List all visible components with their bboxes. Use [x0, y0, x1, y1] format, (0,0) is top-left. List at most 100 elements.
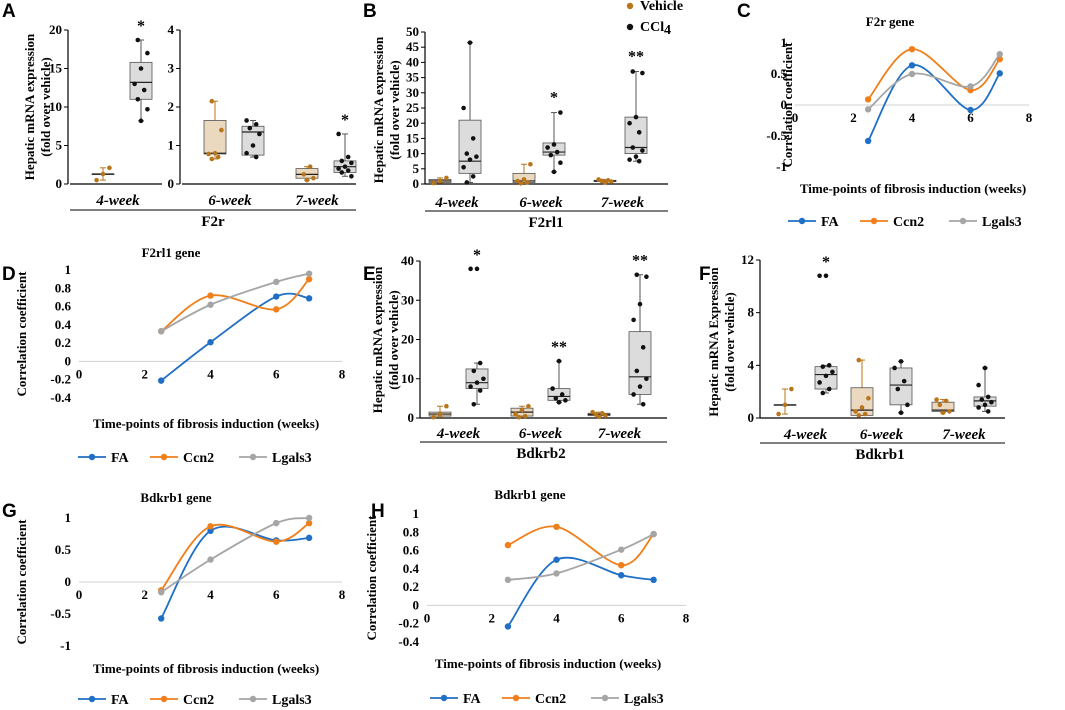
h-series-lgals3-point — [504, 576, 512, 584]
g-series-fa-point — [305, 534, 313, 542]
f-ccl4-box — [889, 367, 913, 406]
a-y-label: Hepatic mRNA expression — [22, 33, 37, 180]
g-x-tick-label: 2 — [142, 587, 149, 602]
a-vehicle-point — [209, 156, 215, 162]
c-x-tick-label: 4 — [909, 110, 916, 125]
b-y-tick-label: 35 — [406, 70, 420, 85]
g-legend-lgals3-marker — [249, 695, 257, 703]
e-vehicle-point — [603, 413, 608, 418]
a-ccl4-point — [253, 154, 259, 160]
panel-label-h: H — [371, 501, 385, 522]
f-ccl4-point — [976, 405, 981, 410]
d-legend-lgals3-marker — [249, 453, 257, 461]
f-ccl4-point — [901, 378, 907, 384]
f-vehicle-point — [866, 395, 871, 401]
f-vehicle-box — [850, 387, 874, 416]
g-series-ccn2-line — [160, 522, 310, 591]
b-ccl4-point — [461, 105, 466, 111]
panel-label-e: E — [363, 264, 376, 285]
a-vehicle-point — [209, 98, 215, 104]
e-vehicle-point — [590, 409, 595, 415]
e-y-tick-label: 0 — [408, 410, 415, 425]
a-vehicle-point — [219, 127, 224, 133]
e-ccl4-point — [631, 317, 636, 323]
a-vehicle-point — [215, 154, 221, 160]
e-vehicle-point — [516, 414, 522, 420]
a-ccl4-point — [339, 158, 345, 164]
b-y-tick-label: 30 — [406, 85, 419, 100]
b-ccl4-point — [630, 69, 636, 74]
b-ccl4-point — [467, 157, 473, 162]
f-ccl4-point — [898, 359, 904, 364]
b-ccl4-point — [636, 158, 642, 164]
panel-d: -0.4 -0.2 0 0.2 0.4 0.6 0.8 1 0 2 4 6 8 F2rl1 gene Cor… — [14, 245, 346, 466]
d-chart-title: F2rl1 gene — [142, 245, 201, 260]
f-vehicle-point — [934, 397, 939, 402]
e-ccl4-point — [637, 384, 643, 389]
g-legend-ccn2-label: Ccn2 — [183, 693, 214, 708]
c-series-lgals3-line — [867, 53, 1001, 111]
c-y-label: Correlation coefficient — [780, 42, 795, 168]
e-vehicle-point — [437, 411, 443, 417]
d-series-ccn2-line — [160, 278, 310, 332]
d-series-fa-point — [305, 295, 313, 302]
legend-ccl4-marker — [626, 23, 634, 31]
legend-ccl4-subscript: 4 — [664, 23, 671, 38]
h-y-label: Correlation coefficient — [364, 515, 379, 641]
a-ccl4-point — [336, 131, 341, 137]
a-ccl4-point — [349, 160, 354, 166]
a-ccl4-point — [145, 50, 150, 56]
d-x-label: Time-points of fibrosis induction (weeks… — [93, 416, 319, 431]
d-y-tick-label: -0.2 — [50, 372, 71, 387]
f-ccl4-point — [823, 373, 829, 379]
f-vehicle-point — [937, 402, 943, 408]
e-ccl4-point — [637, 301, 643, 307]
a-g0-y-tick-label: 15 — [49, 61, 63, 76]
e-y-label: (fold over vehicle) — [386, 290, 401, 389]
h-series-fa-point — [553, 556, 560, 563]
b-ccl4-point — [558, 160, 563, 166]
a-g1-y-tick-label: 0 — [168, 176, 175, 191]
a-ccl4-point — [135, 97, 141, 102]
h-chart-title: Bdkrb1 gene — [494, 487, 565, 502]
f-vehicle-point — [943, 398, 949, 404]
c-series-lgals3-point — [967, 83, 974, 90]
panel-f: Hepatic mRNA Expression (fold over vehicl… — [706, 252, 1005, 463]
f-vehicle-point — [782, 402, 788, 408]
a-ccl4-box — [241, 125, 265, 156]
f-ccl4-point — [989, 399, 994, 405]
a-g0-y-tick-label: 5 — [56, 138, 63, 153]
g-y-label: Correlation coefficient — [14, 519, 29, 645]
e-ccl4-point — [550, 386, 555, 391]
panel-c: -1 -0.5 0 0.5 1 0 2 4 6 8 F2r gene Correlation coef… — [766, 14, 1032, 230]
e-ccl4-point — [474, 380, 480, 385]
b-vehicle-point — [521, 177, 527, 182]
d-x-tick-label: 2 — [142, 366, 149, 381]
panel-e: Hepatic mRNA expression (fold over vehicl… — [370, 247, 667, 462]
h-y-tick-label: 0.4 — [403, 561, 420, 576]
b-vehicle-point — [431, 180, 436, 186]
d-series-lgals3-line — [160, 272, 310, 333]
f-vehicle-point — [856, 413, 862, 418]
b-y-label: Hepatic mRNA expression — [371, 36, 386, 183]
e-ccl4-point — [553, 396, 559, 401]
e-group-label: 4-week — [436, 426, 481, 442]
a-vehicle-point — [212, 150, 218, 156]
e-ccl4-point — [477, 360, 483, 366]
b-ccl4-point — [474, 154, 479, 159]
g-series-ccn2-point — [305, 519, 313, 527]
c-series-fa-point — [996, 70, 1003, 77]
d-y-tick-label: 0.4 — [55, 317, 72, 332]
b-gene-label: F2rl1 — [529, 215, 564, 231]
g-series-lgals3-point — [305, 514, 313, 522]
a-vehicle-box — [203, 120, 227, 155]
c-series-ccn2-point — [908, 46, 916, 53]
f-gene-label: Bdkrb1 — [855, 447, 904, 463]
b-ccl4-point — [633, 114, 639, 120]
e-vehicle-point — [444, 403, 449, 409]
c-legend-lgals3-marker — [959, 217, 967, 225]
e-vehicle-point — [513, 411, 518, 417]
b-y-tick-label: 50 — [406, 24, 419, 39]
a-group-label: 6-week — [208, 193, 252, 209]
f-ccl4-point — [976, 382, 981, 388]
